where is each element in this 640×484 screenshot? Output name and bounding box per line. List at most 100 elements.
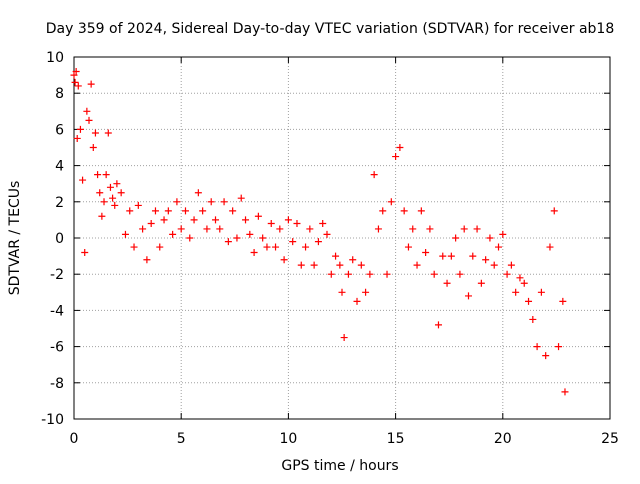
data-point: [220, 198, 228, 206]
data-point: [134, 201, 142, 209]
data-point: [98, 212, 106, 220]
data-point: [336, 261, 344, 269]
data-point: [143, 256, 151, 264]
data-point: [362, 288, 370, 296]
data-point: [456, 270, 464, 278]
data-point: [512, 288, 520, 296]
data-point: [139, 225, 147, 233]
data-point: [507, 261, 515, 269]
data-point: [357, 261, 365, 269]
data-point: [443, 279, 451, 287]
data-point: [74, 82, 82, 90]
series-sdtvar: [70, 67, 569, 396]
data-point: [525, 297, 533, 305]
data-point: [91, 129, 99, 137]
data-point: [447, 252, 455, 260]
data-point: [422, 248, 430, 256]
data-point: [529, 315, 537, 323]
data-point: [473, 225, 481, 233]
y-tick-label: -2: [50, 267, 64, 283]
data-point: [259, 234, 267, 242]
tick-labels: 0 5 10 15 20 25 -10 -8 -6 -4 -2 0 2 4 6 8 10: [41, 50, 619, 447]
axis-ticks: [73, 56, 611, 420]
data-point: [306, 225, 314, 233]
data-point: [224, 238, 232, 246]
data-point: [85, 116, 93, 124]
data-point: [212, 216, 220, 224]
data-point: [177, 225, 185, 233]
data-point: [102, 171, 110, 179]
data-point: [417, 207, 425, 215]
data-point: [73, 134, 81, 142]
y-tick-label: 4: [55, 159, 64, 175]
data-point: [254, 212, 262, 220]
data-point: [561, 388, 569, 396]
x-tick-label: 20: [494, 431, 512, 447]
data-point: [319, 220, 327, 228]
x-tick-label: 15: [387, 431, 405, 447]
x-tick-label: 25: [601, 431, 619, 447]
data-point: [194, 189, 202, 197]
data-point: [310, 261, 318, 269]
data-point: [503, 270, 511, 278]
data-point: [344, 270, 352, 278]
data-point: [169, 230, 177, 238]
x-axis-label: GPS time / hours: [281, 458, 398, 474]
data-point: [383, 270, 391, 278]
data-point: [482, 256, 490, 264]
data-point: [151, 207, 159, 215]
data-point: [164, 207, 172, 215]
y-tick-label: 6: [55, 122, 64, 138]
data-point: [409, 225, 417, 233]
y-tick-label: -4: [50, 303, 64, 319]
data-point: [349, 256, 357, 264]
data-point: [160, 216, 168, 224]
data-point: [550, 207, 558, 215]
data-point: [100, 198, 108, 206]
data-point: [555, 343, 563, 351]
data-point: [156, 243, 164, 251]
data-point: [392, 153, 400, 161]
data-point: [520, 279, 528, 287]
data-point: [83, 107, 91, 115]
data-point: [284, 216, 292, 224]
data-point: [276, 225, 284, 233]
data-point: [71, 78, 79, 86]
data-point: [87, 80, 95, 88]
data-point: [246, 230, 254, 238]
grid: [74, 57, 610, 419]
data-point: [396, 144, 404, 151]
y-tick-label: -6: [50, 340, 64, 356]
data-point: [104, 129, 112, 137]
chart-title: Day 359 of 2024, Sidereal Day-to-day VTE…: [46, 21, 615, 37]
data-point: [173, 198, 181, 206]
data-point: [289, 238, 297, 246]
data-point: [126, 207, 134, 215]
data-point: [542, 352, 550, 360]
data-point: [81, 248, 89, 256]
data-point: [89, 144, 97, 151]
y-tick-label: -10: [41, 412, 64, 428]
data-point: [147, 220, 155, 228]
data-point: [314, 238, 322, 246]
data-point: [302, 243, 310, 251]
x-tick-label: 10: [279, 431, 297, 447]
data-point: [374, 225, 382, 233]
data-point: [96, 189, 104, 197]
data-point: [486, 234, 494, 242]
data-point: [430, 270, 438, 278]
data-point: [537, 288, 545, 296]
data-point: [404, 243, 412, 251]
data-point: [559, 297, 567, 305]
data-point: [94, 171, 102, 179]
data-point: [79, 176, 87, 184]
data-point: [452, 234, 460, 242]
data-point: [207, 198, 215, 206]
data-point: [242, 216, 250, 224]
y-tick-label: 8: [55, 86, 64, 102]
data-point: [379, 207, 387, 215]
y-axis-label: SDTVAR / TECUs: [7, 181, 23, 296]
y-tick-label: -8: [50, 376, 64, 392]
